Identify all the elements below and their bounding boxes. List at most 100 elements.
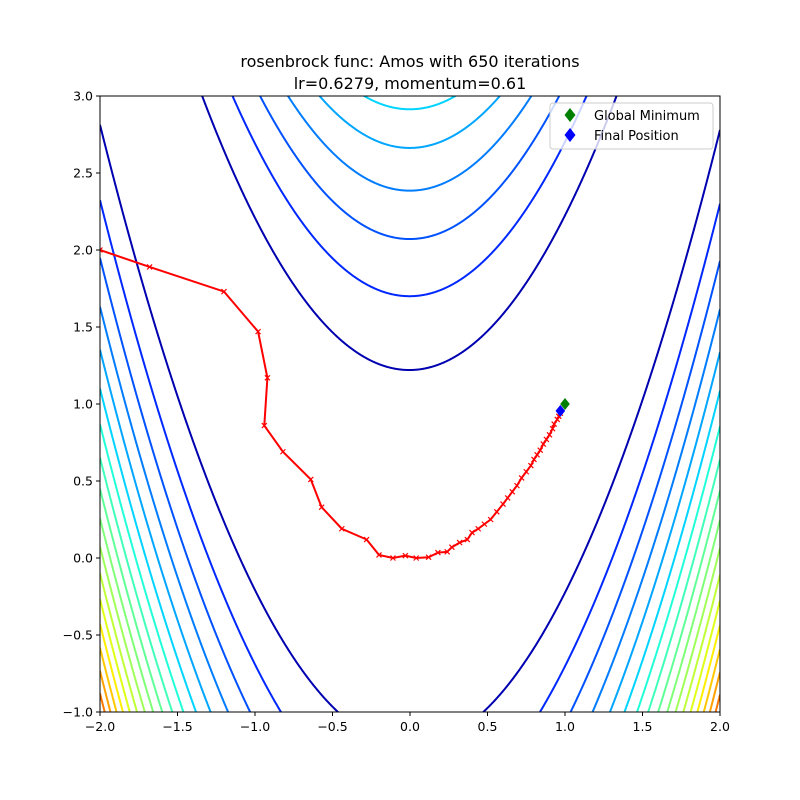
path-point-18	[448, 544, 455, 551]
path-point-12	[390, 555, 396, 561]
contour-level-150-upper	[201, 96, 618, 372]
x-tick-label-5: 0.5	[478, 719, 498, 734]
path-point-3	[255, 328, 262, 335]
contour-level-1970-lower	[100, 623, 720, 712]
path-point-31	[523, 468, 530, 475]
contour-level-1830-lower	[100, 598, 720, 712]
contour-level-1550-lower	[100, 546, 720, 712]
y-tick-label-6: 2.0	[73, 243, 93, 258]
x-tick-label-0: −2.0	[85, 719, 115, 734]
path-point-22	[475, 525, 482, 532]
contour-level-290-lower	[100, 199, 720, 712]
x-tick-label-6: 1.0	[555, 719, 575, 734]
path-point-6	[279, 448, 286, 455]
x-axis-ticks: −2.0 −1.5 −1.0 −0.5 0.0 0.5 1.0 1.5 2.0	[85, 712, 730, 734]
path-point-36	[540, 441, 547, 447]
contour-level-570-upper	[286, 96, 533, 192]
y-tick-label-0: −1.0	[63, 705, 93, 720]
final-position-marker	[555, 404, 566, 417]
y-tick-label-5: 1.5	[73, 320, 93, 335]
chart-title: rosenbrock func: Amos with 650 iteration…	[240, 52, 579, 71]
global-minimum-marker	[560, 398, 570, 410]
y-tick-label-4: 1.0	[73, 397, 93, 412]
path-point-30	[518, 474, 525, 481]
path-point-38	[546, 431, 553, 438]
y-axis-ticks: −1.0 −0.5 0.0 0.5 1.0 1.5 2.0 2.5 3.0	[63, 89, 100, 720]
x-tick-label-1: −1.5	[162, 719, 192, 734]
path-point-37	[543, 436, 550, 443]
legend-final-position-marker	[564, 128, 576, 142]
legend: Global Minimum Final Position	[549, 102, 714, 150]
path-point-9	[338, 525, 345, 532]
path-point-15	[425, 554, 432, 561]
contour-level-2250-lower	[100, 670, 720, 712]
contour-level-710-lower	[100, 349, 720, 712]
path-point-28	[509, 488, 516, 495]
path-point-20	[464, 536, 471, 543]
contour-level-570-lower	[100, 306, 720, 712]
contour-level-2110-lower	[100, 647, 720, 712]
path-point-8	[318, 504, 325, 511]
contour-level-290-upper	[231, 96, 588, 298]
contour-level-850-upper	[362, 96, 458, 111]
contour-level-430-upper	[258, 96, 561, 241]
path-point-1	[146, 264, 153, 270]
y-tick-label-2: 0.0	[73, 551, 93, 566]
contour-level-1690-lower	[100, 573, 720, 712]
path-point-24	[487, 516, 494, 523]
y-tick-label-8: 3.0	[73, 89, 93, 104]
path-point-35	[537, 447, 544, 454]
path-point-7	[307, 476, 314, 483]
contour-level-430-lower	[100, 257, 720, 712]
y-tick-label-3: 0.5	[73, 474, 93, 489]
contour-level-710-upper	[318, 96, 502, 149]
x-tick-label-7: 1.5	[633, 719, 653, 734]
contour-level-990-lower	[100, 424, 720, 712]
path-point-10	[363, 536, 370, 543]
path-point-4	[264, 374, 271, 381]
contour-level-1130-lower	[100, 457, 720, 712]
path-point-34	[534, 451, 541, 458]
contour-level-1270-lower	[100, 488, 720, 712]
legend-global-minimum-marker	[564, 108, 576, 122]
path-point-17	[444, 548, 451, 555]
path-point-33	[531, 456, 537, 463]
path-point-5	[261, 422, 268, 429]
path-point-13	[402, 552, 409, 559]
path-point-11	[376, 551, 382, 558]
x-tick-label-3: −0.5	[317, 719, 347, 734]
path-point-41	[554, 416, 561, 423]
contour-level-850-lower	[100, 388, 720, 712]
path-point-14	[413, 555, 420, 561]
path-line	[100, 249, 562, 560]
y-tick-label-1: −0.5	[63, 628, 93, 643]
path-point-2	[221, 288, 227, 295]
chart-subtitle: lr=0.6279, momentum=0.61	[294, 74, 527, 93]
contour-level-150-lower	[100, 124, 720, 712]
path-point-26	[500, 501, 506, 508]
path-point-27	[504, 495, 511, 501]
x-tick-label-8: 2.0	[710, 719, 730, 734]
x-tick-label-4: 0.0	[400, 719, 420, 734]
legend-final-position-label: Final Position	[594, 129, 679, 144]
legend-box	[549, 102, 714, 150]
path-point-19	[456, 539, 463, 546]
x-tick-label-2: −1.0	[240, 719, 270, 734]
path-point-21	[469, 529, 475, 536]
path-point-32	[527, 462, 534, 469]
path-point-29	[514, 482, 520, 489]
optimization-path	[100, 247, 564, 561]
path-point-25	[493, 508, 500, 515]
path-point-0	[100, 247, 103, 253]
contour-level-2670-lower	[100, 736, 720, 788]
point-markers	[555, 398, 570, 417]
y-tick-label-7: 2.5	[73, 166, 93, 181]
path-point-40	[551, 421, 558, 427]
path-point-16	[434, 549, 441, 556]
path-point-39	[549, 425, 556, 432]
contour-lines	[100, 96, 720, 788]
contour-level-1410-lower	[100, 518, 720, 712]
legend-global-minimum-label: Global Minimum	[594, 109, 700, 124]
path-point-23	[481, 521, 488, 528]
